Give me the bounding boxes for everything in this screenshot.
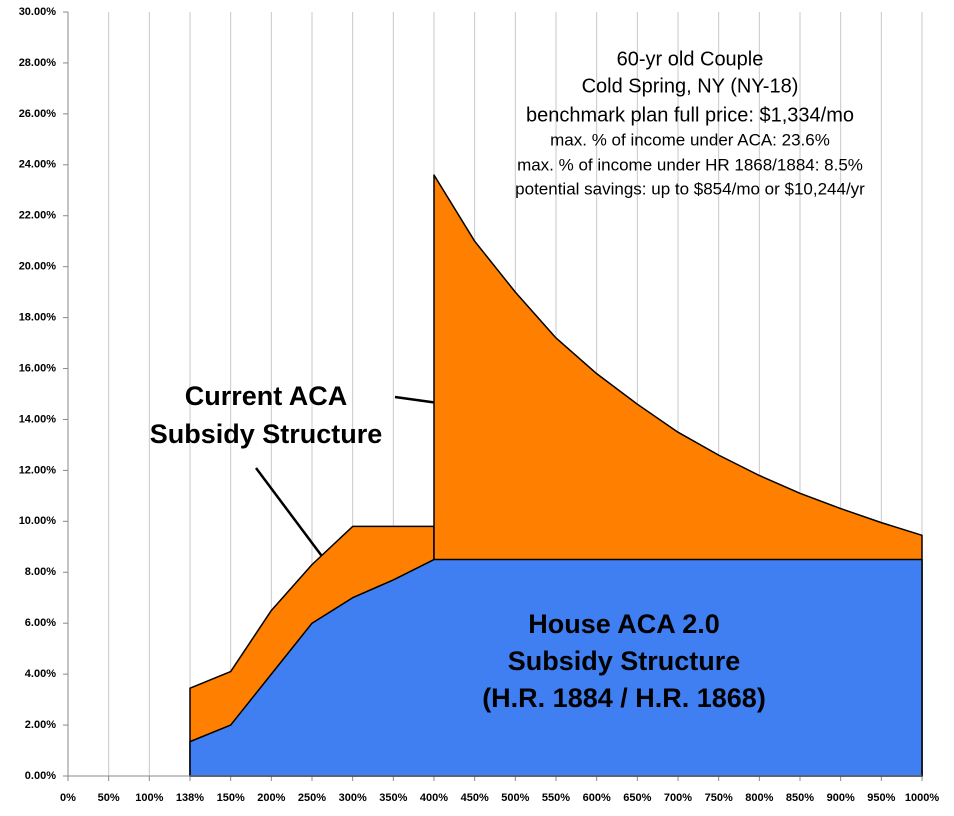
x-tick-label: 700% xyxy=(664,792,692,804)
x-tick-label: 750% xyxy=(705,792,733,804)
y-tick-label: 12.00% xyxy=(19,464,57,476)
y-tick-label: 10.00% xyxy=(19,515,57,527)
y-tick-label: 24.00% xyxy=(19,159,57,171)
y-tick-label: 30.00% xyxy=(19,6,57,18)
x-tick-label: 0% xyxy=(60,792,76,804)
x-tick-label: 550% xyxy=(542,792,570,804)
annotation: House ACA 2.0 xyxy=(528,609,720,639)
y-tick-label: 4.00% xyxy=(25,668,56,680)
x-tick-label: 950% xyxy=(867,792,895,804)
y-tick-label: 6.00% xyxy=(25,617,56,629)
x-tick-label: 400% xyxy=(420,792,448,804)
y-tick-label: 8.00% xyxy=(25,566,56,578)
x-tick-label: 138% xyxy=(176,792,204,804)
x-tick-label: 800% xyxy=(745,792,773,804)
x-tick-label: 600% xyxy=(583,792,611,804)
y-tick-label: 14.00% xyxy=(19,413,57,425)
y-tick-label: 18.00% xyxy=(19,312,57,324)
y-tick-label: 22.00% xyxy=(19,210,57,222)
info-text: max. % of income under ACA: 23.6% xyxy=(550,130,830,149)
x-tick-label: 450% xyxy=(461,792,489,804)
x-tick-label: 200% xyxy=(257,792,285,804)
x-tick-label: 850% xyxy=(786,792,814,804)
x-tick-label: 1000% xyxy=(905,792,939,804)
y-tick-label: 0.00% xyxy=(25,770,56,782)
x-tick-label: 250% xyxy=(298,792,326,804)
y-tick-label: 28.00% xyxy=(19,57,57,69)
x-tick-label: 50% xyxy=(98,792,120,804)
y-tick-label: 26.00% xyxy=(19,108,57,120)
x-tick-label: 350% xyxy=(379,792,407,804)
x-tick-label: 150% xyxy=(217,792,245,804)
annotation: (H.R. 1884 / H.R. 1868) xyxy=(482,683,766,713)
info-text: potential savings: up to $854/mo or $10,… xyxy=(515,179,865,198)
annotation: Current ACA xyxy=(185,381,348,411)
info-text: 60-yr old Couple xyxy=(617,48,764,70)
x-tick-label: 300% xyxy=(339,792,367,804)
x-tick-label: 100% xyxy=(135,792,163,804)
info-text: Cold Spring, NY (NY-18) xyxy=(582,75,799,97)
y-tick-label: 20.00% xyxy=(19,261,57,273)
area xyxy=(189,558,923,777)
x-tick-label: 650% xyxy=(623,792,651,804)
y-tick-label: 2.00% xyxy=(25,719,56,731)
info-text: benchmark plan full price: $1,334/mo xyxy=(526,104,854,126)
y-tick-label: 16.00% xyxy=(19,362,57,374)
info-text: max. % of income under HR 1868/1884: 8.5… xyxy=(517,155,863,174)
x-tick-label: 500% xyxy=(501,792,529,804)
annotation: Subsidy Structure xyxy=(150,419,383,449)
annotation: Subsidy Structure xyxy=(508,646,741,676)
x-tick-label: 900% xyxy=(827,792,855,804)
